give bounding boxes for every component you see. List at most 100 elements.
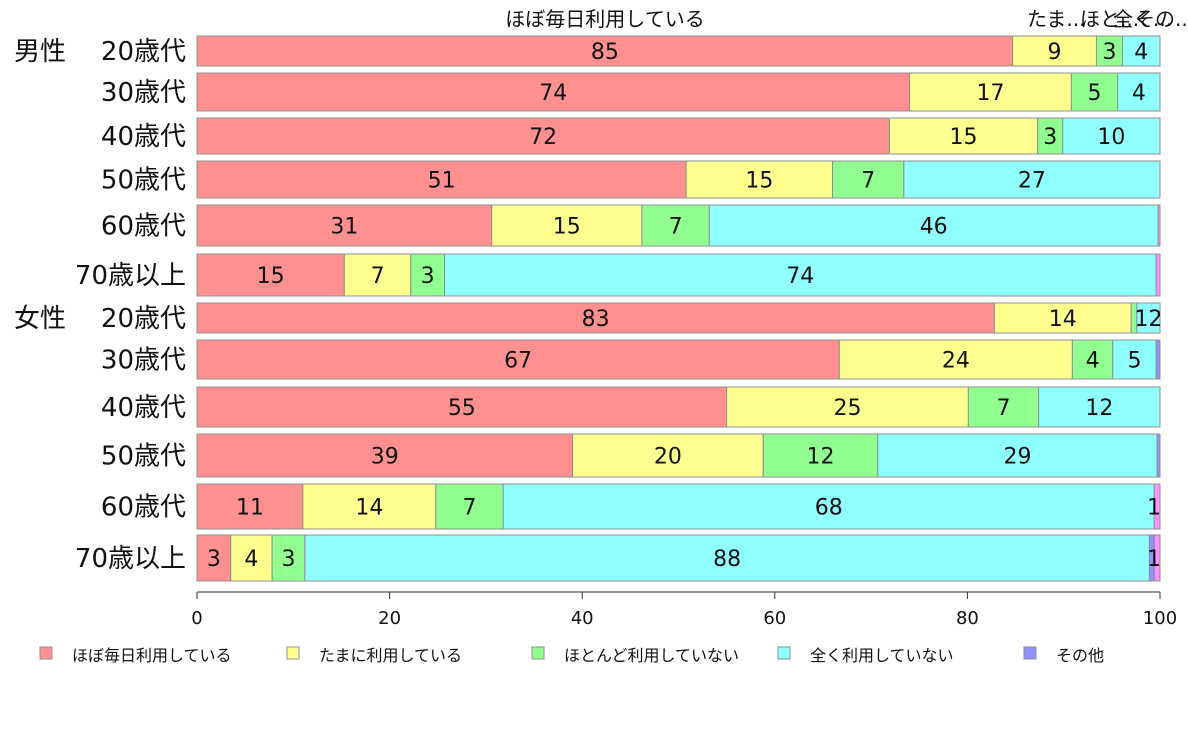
- bar-value-label: 15: [553, 215, 581, 240]
- bar-value-label: 51: [428, 169, 456, 194]
- bar-segment: [196, 117, 890, 155]
- bar-segment: [196, 204, 493, 247]
- bar-segment: [1038, 386, 1161, 428]
- bar-segment: [877, 433, 1158, 478]
- bar-value-label: 3: [421, 264, 435, 289]
- bar-segment: [1155, 339, 1161, 380]
- x-tick-label: 60: [763, 608, 786, 629]
- legend-swatch: [1023, 646, 1037, 660]
- bar-segment: [1121, 35, 1161, 67]
- bar-value-label: 39: [371, 445, 399, 470]
- bar-segment: [196, 72, 911, 112]
- bar-value-label: 20: [654, 445, 682, 470]
- bar-segment: [1117, 72, 1161, 112]
- bar-segment: [196, 483, 304, 530]
- top-series-label: その...: [1135, 7, 1188, 31]
- bar-segment: [196, 534, 232, 582]
- bar-segment: [1153, 483, 1161, 530]
- bar-value-label: 14: [355, 496, 383, 521]
- x-tick-label: 0: [191, 608, 202, 629]
- bar-segment: [993, 302, 1132, 334]
- row-label: 40歳代: [101, 122, 186, 152]
- bar-value-label: 4: [1086, 349, 1100, 374]
- bar-value-label: 55: [448, 396, 476, 421]
- top-series-label: 全く...: [1113, 7, 1172, 31]
- legend-label: その他: [1056, 646, 1104, 665]
- bar-segment: [302, 483, 437, 530]
- row-label: 30歳代: [101, 346, 186, 376]
- bar-segment: [967, 386, 1040, 428]
- row-label: 30歳代: [101, 78, 186, 108]
- row-label: 50歳代: [101, 166, 186, 196]
- bar-segment: [888, 117, 1039, 155]
- legend-swatch: [286, 646, 300, 660]
- bar-value-label: 85: [591, 40, 619, 65]
- bar-value-label: 17: [977, 81, 1005, 106]
- bar-value-label: 12: [1085, 396, 1113, 421]
- x-tick-label: 80: [956, 608, 979, 629]
- group-label: 男性: [14, 37, 66, 67]
- bar-segment: [762, 433, 879, 478]
- row-label: 20歳代: [101, 37, 186, 67]
- bar-value-label: 3: [281, 547, 295, 572]
- row-label: 20歳代: [101, 304, 186, 334]
- x-tick-label: 100: [1143, 608, 1177, 629]
- bar-value-label: 15: [257, 264, 285, 289]
- bar-segment: [410, 253, 445, 297]
- row-label: 50歳代: [101, 442, 186, 472]
- bar-value-label: 68: [815, 496, 843, 521]
- bar-value-label: 15: [745, 169, 773, 194]
- group-label: 女性: [14, 304, 66, 334]
- bar-value-label: 46: [920, 215, 948, 240]
- bar-value-label: 88: [713, 547, 741, 572]
- bar-segment: [196, 253, 345, 297]
- bar-value-label: 24: [942, 349, 970, 374]
- x-tick-label: 40: [571, 608, 594, 629]
- bar-value-label: 3: [1043, 125, 1057, 150]
- bar-segment: [1112, 339, 1157, 380]
- bar-value-label: 1: [1147, 496, 1161, 521]
- bar-segment: [1155, 253, 1161, 297]
- bar-segment: [572, 433, 764, 478]
- top-series-label: ほと...: [1080, 7, 1139, 31]
- bar-segment: [271, 534, 306, 582]
- bar-value-label: 1: [1147, 547, 1161, 572]
- bar-value-label: 74: [539, 81, 567, 106]
- bar-value-label: 27: [1018, 169, 1046, 194]
- bar-segment: [1136, 302, 1161, 334]
- bar-segment: [1153, 534, 1161, 582]
- bar-value-label: 10: [1097, 125, 1125, 150]
- top-series-label: たま...: [1027, 7, 1085, 31]
- bar-value-label: 15: [950, 125, 978, 150]
- legend-label: 全く利用していない: [810, 646, 954, 665]
- bar-value-label: 5: [1088, 81, 1102, 106]
- bar-value-label: 12: [807, 445, 835, 470]
- bar-value-label: 3: [1102, 40, 1116, 65]
- bar-value-label: 14: [1049, 307, 1077, 332]
- bar-segment: [304, 534, 1150, 582]
- row-label: 40歳代: [101, 393, 186, 423]
- row-label: 70歳以上: [75, 261, 186, 291]
- bar-segment: [1037, 117, 1064, 155]
- row-label: 60歳代: [101, 493, 186, 523]
- bar-value-label: 12: [1134, 307, 1162, 332]
- bar-value-label: 7: [861, 169, 875, 194]
- top-series-label: ほぼ毎日利用している: [505, 7, 704, 31]
- bar-value-label: 4: [1132, 81, 1146, 106]
- bar-value-label: 4: [1134, 40, 1148, 65]
- bar-segment: [909, 72, 1072, 112]
- bar-value-label: 31: [330, 215, 358, 240]
- bar-value-label: 29: [1003, 445, 1031, 470]
- bar-value-label: 72: [529, 125, 557, 150]
- bar-segment: [838, 339, 1073, 380]
- bar-segment: [502, 483, 1155, 530]
- bar-segment: [196, 35, 1014, 67]
- legend-swatch: [777, 646, 791, 660]
- bar-segment: [685, 160, 834, 199]
- legend-label: ほぼ毎日利用している: [72, 646, 232, 665]
- bar-value-label: 67: [504, 349, 532, 374]
- bar-segment: [443, 253, 1157, 297]
- bar-value-label: 11: [236, 496, 264, 521]
- bar-segment: [1156, 433, 1161, 478]
- legend-swatch: [39, 646, 53, 660]
